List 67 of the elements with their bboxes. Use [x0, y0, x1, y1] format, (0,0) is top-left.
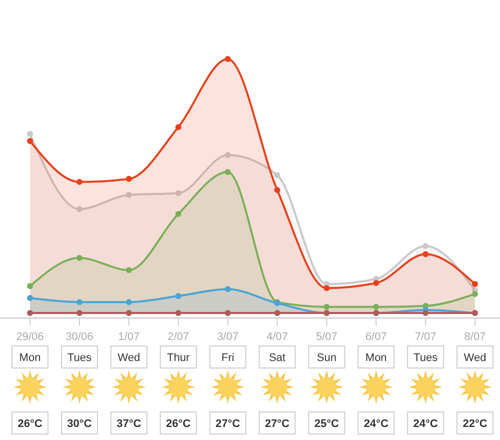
point	[224, 152, 231, 158]
point	[126, 310, 132, 316]
x-tick-label: 4/07	[266, 331, 288, 343]
text: Wed	[464, 352, 486, 364]
point	[126, 299, 132, 306]
point	[76, 310, 82, 316]
point	[472, 281, 478, 288]
point	[27, 283, 33, 290]
text: Mon	[19, 352, 41, 364]
point	[224, 56, 231, 62]
x-tick-label: 6/07	[365, 331, 387, 343]
text: 24°C	[413, 418, 438, 430]
point	[76, 178, 82, 185]
text: Mon	[365, 352, 387, 364]
point	[324, 304, 330, 310]
point	[76, 254, 82, 261]
text: 26°C	[166, 418, 191, 430]
x-tick-label: 2/07	[168, 331, 190, 343]
text: Sun	[316, 352, 336, 364]
point	[274, 172, 280, 178]
point	[76, 299, 82, 306]
text: 30°C	[67, 418, 92, 430]
point	[175, 190, 182, 196]
point	[224, 169, 231, 176]
point	[175, 310, 182, 316]
point	[27, 310, 33, 316]
x-tick-label: 7/07	[414, 331, 436, 343]
text: 27°C	[264, 418, 290, 430]
point	[422, 251, 429, 258]
point	[175, 292, 182, 299]
point	[126, 267, 132, 274]
text: 37°C	[116, 418, 142, 430]
point	[27, 138, 33, 144]
text: 27°C	[215, 418, 240, 430]
text: 24°C	[364, 418, 388, 430]
point	[126, 192, 132, 198]
point	[373, 304, 380, 310]
point	[27, 130, 33, 137]
point	[274, 310, 280, 316]
point	[76, 206, 82, 212]
text: Tues	[414, 352, 438, 364]
point	[175, 124, 182, 130]
x-tick-label: 3/07	[217, 331, 238, 343]
x-tick-label: 30/06	[66, 331, 94, 343]
point	[472, 290, 478, 297]
point	[422, 242, 429, 249]
point	[224, 310, 231, 316]
point	[324, 285, 330, 292]
x-tick-label: 29/06	[16, 331, 44, 343]
x-tick-label: 5/07	[316, 331, 338, 343]
text: Wed	[118, 352, 140, 364]
point	[175, 210, 182, 217]
text: 26°C	[18, 418, 42, 430]
text: 22°C	[462, 418, 488, 430]
point	[126, 176, 132, 182]
point	[422, 310, 429, 316]
x-tick-label: 8/07	[464, 331, 486, 343]
point	[373, 280, 380, 286]
x-tick-label: 1/07	[118, 331, 140, 343]
text: Fri	[221, 352, 234, 364]
text: Thur	[167, 352, 190, 364]
point	[274, 187, 280, 194]
text: Sat	[268, 352, 286, 364]
text: 25°C	[314, 418, 340, 430]
point	[224, 286, 231, 292]
text: Tues	[67, 352, 92, 364]
point	[27, 295, 33, 302]
